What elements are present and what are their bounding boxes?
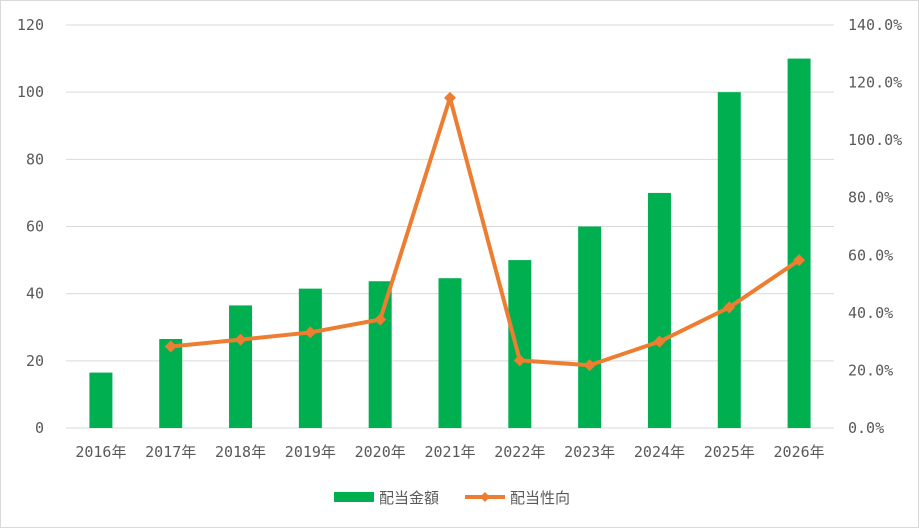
line-marker	[304, 326, 317, 339]
y-right-tick-label: 100.0%	[848, 131, 902, 149]
legend-swatch-marker	[480, 492, 490, 502]
x-tick-label: 2018年	[215, 443, 266, 461]
legend-swatch-bar	[334, 492, 374, 502]
x-tick-label: 2020年	[355, 443, 406, 461]
bar	[229, 305, 253, 428]
bar	[578, 226, 602, 428]
bar	[298, 288, 322, 428]
y-right-tick-label: 0.0%	[848, 419, 884, 437]
x-tick-label: 2026年	[774, 443, 825, 461]
line-marker	[234, 333, 247, 346]
line-marker	[513, 354, 526, 367]
legend: 配当金額 配当性向	[334, 489, 570, 507]
y-left-tick-label: 20	[26, 352, 44, 370]
x-tick-label: 2021年	[424, 443, 475, 461]
bar	[159, 339, 183, 428]
x-tick-label: 2024年	[634, 443, 685, 461]
line-marker	[374, 313, 387, 326]
y-right-tick-label: 20.0%	[848, 361, 893, 379]
y-right-tick-label: 140.0%	[848, 16, 902, 34]
line-marker	[723, 301, 736, 314]
line-marker	[583, 359, 596, 372]
y-axis-right: 0.0% 20.0% 40.0% 60.0% 80.0% 100.0% 120.0% 140.…	[848, 16, 902, 437]
legend-label: 配当金額	[379, 489, 439, 507]
bar	[787, 58, 811, 428]
y-right-tick-label: 40.0%	[848, 304, 893, 322]
y-left-tick-label: 0	[35, 419, 44, 437]
bar	[89, 372, 113, 428]
bar	[647, 192, 671, 428]
x-axis: 2016年 2017年 2018年 2019年 2020年 2021年 2022年 2023年…	[75, 443, 824, 461]
legend-label: 配当性向	[510, 489, 570, 507]
y-right-tick-label: 120.0%	[848, 74, 902, 92]
bar	[508, 260, 532, 428]
line-marker	[793, 254, 806, 267]
x-tick-label: 2019年	[285, 443, 336, 461]
y-right-tick-label: 80.0%	[848, 189, 893, 207]
y-left-tick-label: 40	[26, 285, 44, 303]
bar	[438, 278, 462, 428]
line-marker	[653, 335, 666, 348]
bar	[717, 92, 741, 429]
series-line	[168, 95, 802, 368]
y-axis-left: 0 20 40 60 80 100 120	[17, 16, 44, 437]
y-right-tick-label: 60.0%	[848, 246, 893, 264]
y-left-tick-label: 80	[26, 150, 44, 168]
y-left-tick-label: 100	[17, 83, 44, 101]
line-series-payout-ratio	[164, 91, 806, 372]
y-left-tick-label: 120	[17, 16, 44, 34]
x-tick-label: 2023年	[564, 443, 615, 461]
bar-series-dividend-amount	[89, 58, 811, 429]
line-marker	[444, 91, 456, 104]
y-left-tick-label: 60	[26, 218, 44, 236]
x-tick-label: 2025年	[704, 443, 755, 461]
x-tick-label: 2022年	[494, 443, 545, 461]
bar	[368, 281, 392, 428]
x-tick-label: 2017年	[145, 443, 196, 461]
line-marker	[164, 340, 177, 353]
x-tick-label: 2016年	[75, 443, 126, 461]
